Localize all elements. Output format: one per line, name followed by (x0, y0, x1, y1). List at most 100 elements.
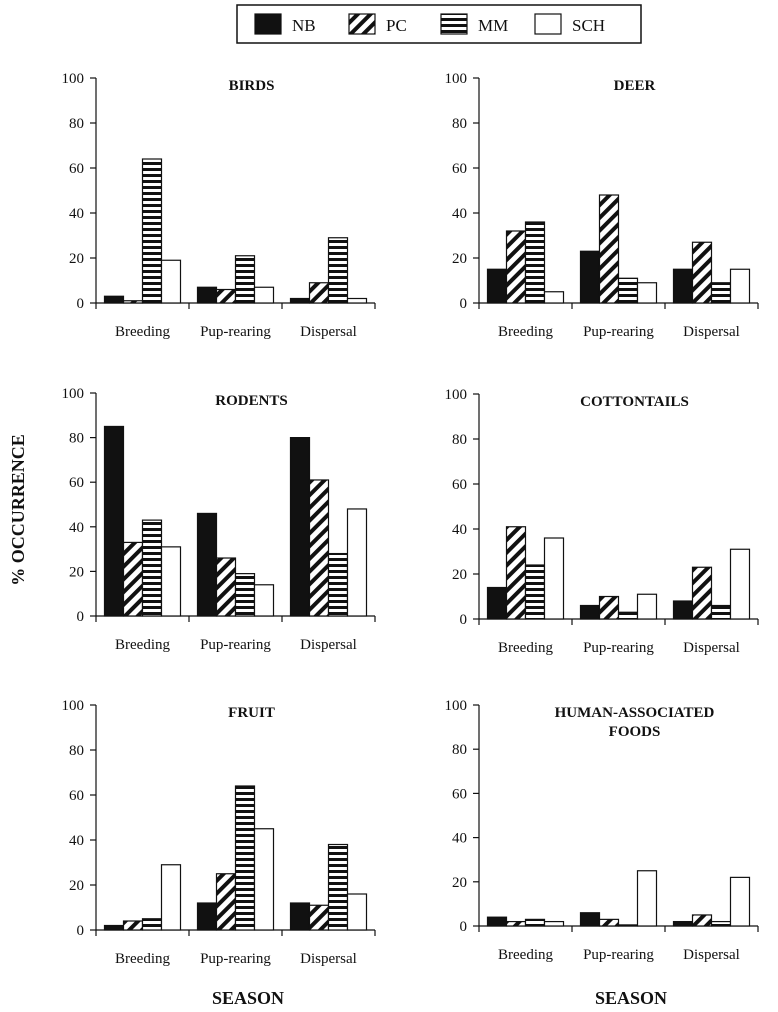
bar-fruit-dispersal-mm (327, 843, 349, 931)
bar-human-associated-foods-pup-rearing-pc (598, 918, 620, 927)
x-category-label-breeding: Breeding (115, 951, 170, 967)
bar-fruit-dispersal-pc (308, 904, 330, 931)
bar-birds-dispersal-nb (289, 297, 311, 304)
bar-fruit-breeding-sch (160, 864, 182, 931)
x-category-label-dispersal: Dispersal (300, 324, 357, 340)
bar-human-associated-foods-dispersal-pc (691, 914, 713, 927)
bar-deer-breeding-sch (543, 291, 565, 304)
bar-cottontails-pup-rearing-nb (579, 604, 601, 620)
y-tick-label: 100 (445, 387, 468, 403)
bar-cottontails-dispersal-sch (729, 548, 751, 620)
x-category-label-pup-rearing: Pup-rearing (200, 637, 271, 653)
bar-cottontails-breeding-pc (505, 526, 527, 620)
bar-fruit-breeding-pc (122, 920, 144, 931)
panel-title-birds: BIRDS (229, 78, 275, 94)
bar-rodents-breeding-nb (103, 425, 125, 617)
x-category-label-breeding: Breeding (115, 324, 170, 340)
y-tick-label: 40 (452, 522, 467, 538)
bar-human-associated-foods-breeding-pc (505, 920, 527, 927)
bar-fruit-pup-rearing-mm (234, 785, 256, 931)
y-tick-label: 0 (77, 296, 85, 312)
y-tick-label: 20 (69, 564, 84, 580)
bar-deer-dispersal-mm (710, 282, 732, 304)
y-tick-label: 0 (460, 612, 468, 628)
y-tick-label: 100 (62, 698, 85, 714)
y-tick-label: 0 (77, 923, 85, 939)
y-tick-label: 40 (69, 206, 84, 222)
x-category-label-dispersal: Dispersal (300, 951, 357, 967)
panel-title-human-associated-foods-line-1: HUMAN-ASSOCIATED (555, 705, 715, 721)
bar-rodents-dispersal-mm (327, 552, 349, 617)
x-category-label-dispersal: Dispersal (683, 640, 740, 656)
legend-swatch-mm (440, 13, 468, 35)
x-category-label-dispersal: Dispersal (683, 947, 740, 963)
bar-rodents-breeding-sch (160, 546, 182, 617)
bar-rodents-breeding-mm (141, 519, 163, 617)
bar-cottontails-dispersal-pc (691, 566, 713, 620)
y-tick-label: 20 (452, 251, 467, 267)
bar-deer-dispersal-pc (691, 241, 713, 304)
y-tick-label: 40 (69, 520, 84, 536)
y-tick-label: 40 (452, 831, 467, 847)
legend: NB PC MM SCH (236, 4, 642, 44)
y-tick-label: 60 (452, 161, 467, 177)
bar-birds-breeding-mm (141, 158, 163, 304)
panel-rodents: RODENTS 0 20 40 60 80 100 Breeding Pup-rearing Di… (62, 386, 376, 653)
y-tick-label: 60 (452, 477, 467, 493)
y-tick-label: 100 (62, 386, 85, 402)
panel-cottontails: COTTONTAILS 0 20 40 60 80 100 Breeding Pup-reari… (445, 387, 759, 656)
x-axis-title-left: SEASON (212, 988, 284, 1008)
bar-deer-dispersal-sch (729, 268, 751, 304)
bar-birds-breeding-nb (103, 295, 125, 304)
panel-fruit: FRUIT 0 20 40 60 80 100 Breeding Pup-rearing Disp… (62, 698, 376, 967)
y-tick-label: 20 (69, 878, 84, 894)
y-tick-label: 40 (452, 206, 467, 222)
bar-cottontails-pup-rearing-mm (617, 611, 639, 620)
bar-human-associated-foods-breeding-sch (543, 920, 565, 927)
bar-rodents-pup-rearing-sch (253, 584, 275, 617)
y-tick-label: 60 (69, 788, 84, 804)
bar-cottontails-breeding-nb (486, 586, 508, 620)
panel-birds: BIRDS 0 20 40 60 80 100 Breeding Pup-rearing Disp… (62, 71, 376, 340)
legend-swatch-nb (254, 13, 282, 35)
bar-rodents-breeding-pc (122, 541, 144, 617)
legend-frame (236, 4, 642, 44)
y-axis-title: % OCCURRENCE (8, 434, 28, 586)
bar-deer-breeding-pc (505, 230, 527, 304)
bar-birds-pup-rearing-nb (196, 286, 218, 304)
bar-rodents-dispersal-pc (308, 479, 330, 617)
bar-birds-pup-rearing-pc (215, 288, 237, 304)
bar-human-associated-foods-dispersal-nb (672, 920, 694, 927)
y-tick-label: 80 (69, 116, 84, 132)
y-tick-label: 20 (452, 875, 467, 891)
x-category-label-pup-rearing: Pup-rearing (583, 640, 654, 656)
y-tick-label: 20 (452, 567, 467, 583)
bar-human-associated-foods-dispersal-mm (710, 920, 732, 927)
bar-birds-pup-rearing-mm (234, 255, 256, 304)
panel-title-human-associated-foods-line-2: FOODS (609, 724, 661, 740)
bar-cottontails-breeding-mm (524, 564, 546, 620)
legend-label-nb: NB (292, 16, 316, 35)
bar-cottontails-breeding-sch (543, 537, 565, 620)
x-category-label-pup-rearing: Pup-rearing (200, 324, 271, 340)
y-tick-label: 0 (77, 609, 85, 625)
legend-label-pc: PC (386, 16, 407, 35)
bar-fruit-pup-rearing-nb (196, 902, 218, 931)
y-tick-label: 60 (69, 475, 84, 491)
x-category-label-breeding: Breeding (115, 637, 170, 653)
panel-human-associated-foods: HUMAN-ASSOCIATED FOODS 0 20 40 60 80 100 Breedin… (445, 698, 759, 963)
bar-cottontails-dispersal-nb (672, 600, 694, 620)
bar-cottontails-pup-rearing-pc (598, 595, 620, 620)
bar-fruit-breeding-mm (141, 918, 163, 931)
y-tick-label: 40 (69, 833, 84, 849)
y-tick-label: 80 (452, 116, 467, 132)
bar-human-associated-foods-pup-rearing-sch (636, 870, 658, 927)
bar-fruit-dispersal-nb (289, 902, 311, 931)
y-tick-label: 0 (460, 296, 468, 312)
bar-rodents-dispersal-sch (346, 508, 368, 617)
bar-deer-dispersal-nb (672, 268, 694, 304)
y-tick-label: 100 (445, 698, 468, 714)
y-tick-label: 80 (452, 432, 467, 448)
x-category-label-breeding: Breeding (498, 640, 553, 656)
